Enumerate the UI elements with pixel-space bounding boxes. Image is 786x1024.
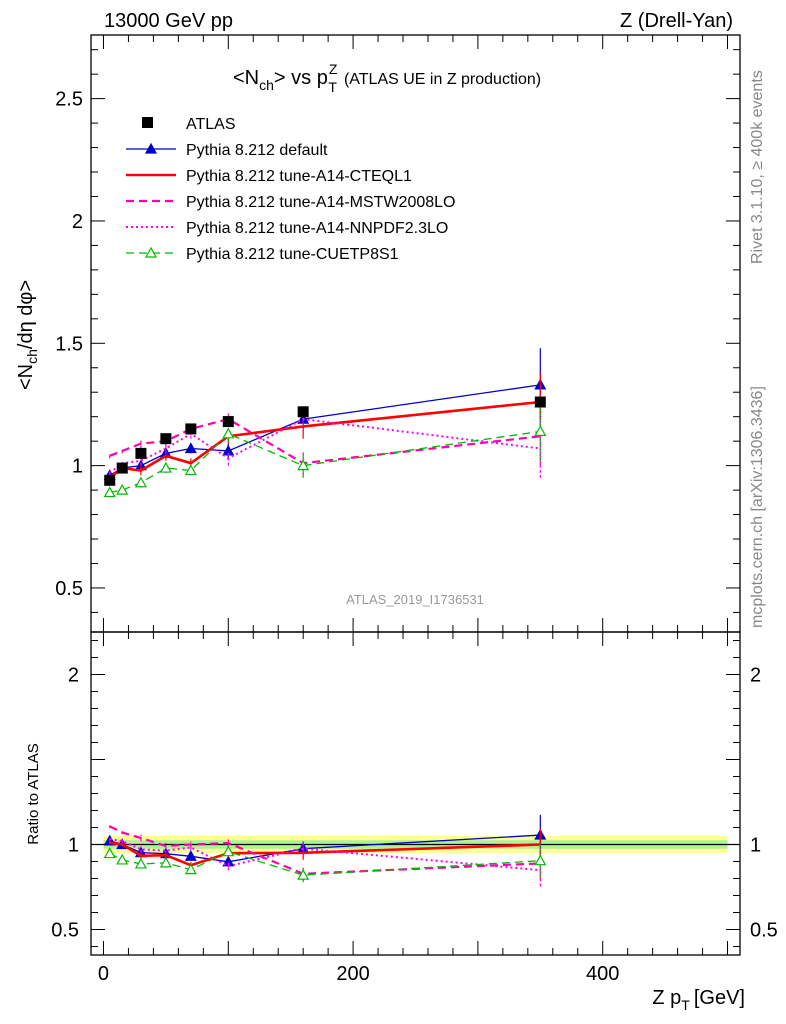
ratio-marker <box>116 853 129 865</box>
data-point <box>160 433 172 445</box>
legend: ATLAS Pythia 8.212 default Pythia 8.212 tu… <box>126 116 455 263</box>
data-point <box>534 396 546 408</box>
main-marker <box>103 486 116 498</box>
main-line-3 <box>109 418 541 474</box>
legend-label-0: Pythia 8.212 default <box>186 142 328 159</box>
data-point <box>185 423 197 435</box>
ratio-line-2 <box>109 825 541 875</box>
legend-label-atlas: ATLAS <box>186 116 236 133</box>
ratio-marker <box>297 868 310 880</box>
ratio-marker <box>222 845 235 857</box>
main-line-2 <box>109 417 541 465</box>
ratio-series-4 <box>103 844 547 883</box>
main-marker <box>116 483 129 495</box>
x-tick-label: 0 <box>98 963 109 985</box>
ratio-y-tick-label-right: 0.5 <box>750 920 778 942</box>
main-line-1 <box>108 400 541 479</box>
legend-marker-0 <box>144 142 158 154</box>
main-series-4 <box>103 402 547 498</box>
analysis-watermark: ATLAS_2019_I1736531 <box>346 592 484 607</box>
main-line-0 <box>109 384 541 476</box>
main-marker <box>184 442 197 454</box>
data-point <box>297 406 309 418</box>
ratio-line-1 <box>109 841 541 867</box>
rivet-label: Rivet 3.1.10, ≥ 400k events <box>749 70 766 264</box>
ratio-y-axis-label: Ratio to ATLAS <box>25 743 42 844</box>
ratio-marker <box>159 856 172 868</box>
legend-marker-4 <box>144 246 158 258</box>
main-line-4 <box>109 430 541 494</box>
chart-title: <Nch> vs pZ T (ATLAS UE in Z production) <box>233 61 541 95</box>
main-marker <box>297 459 310 471</box>
legend-label-3: Pythia 8.212 tune-A14-NNPDF2.3LO <box>186 220 448 237</box>
y-tick-label: 2 <box>72 211 83 233</box>
x-tick-label: 400 <box>586 963 619 985</box>
main-marker <box>534 425 547 436</box>
ratio-y-tick-label: 2 <box>68 665 79 687</box>
main-marker <box>222 427 235 439</box>
data-point <box>104 474 116 486</box>
legend-label-2: Pythia 8.212 tune-A14-MSTW2008LO <box>186 194 455 211</box>
main-marker <box>159 461 172 473</box>
ratio-marker <box>134 857 147 869</box>
legend-label-1: Pythia 8.212 tune-A14-CTEQL1 <box>186 168 412 185</box>
y-tick-label: 2.5 <box>55 89 83 111</box>
main-marker <box>184 464 197 476</box>
ratio-y-tick-label-right: 1 <box>750 835 761 857</box>
legend-label-4: Pythia 8.212 tune-CUETP8S1 <box>186 246 399 263</box>
ratio-marker <box>184 863 197 875</box>
ratio-marker <box>103 847 116 859</box>
y-tick-label: 1 <box>72 456 83 478</box>
process-label: Z (Drell-Yan) <box>620 10 733 32</box>
ratio-frame <box>90 631 741 956</box>
ratio-y-tick-label: 1 <box>68 835 79 857</box>
ratio-y-tick-label-right: 2 <box>750 665 761 687</box>
mcplots-label: mcplots.cern.ch [arXiv:1306.3436] <box>749 386 766 628</box>
ratio-marker <box>184 850 197 861</box>
main-series-1 <box>108 372 541 481</box>
ratio-line-3 <box>109 838 541 872</box>
data-point <box>222 416 234 428</box>
main-marker <box>134 476 147 488</box>
energy-label: 13000 GeV pp <box>104 10 233 32</box>
main-series-3 <box>109 406 541 478</box>
data-point <box>135 447 147 459</box>
ratio-y-tick-label: 0.5 <box>51 920 79 942</box>
x-tick-label: 200 <box>336 963 369 985</box>
data-point <box>116 462 128 474</box>
x-axis-label: Z pT [GeV] <box>652 987 745 1013</box>
y-tick-label: 1.5 <box>55 333 83 355</box>
ratio-marker <box>534 854 547 866</box>
legend-marker-atlas <box>142 117 153 128</box>
y-axis-label: <Nch/dη dφ> <box>15 280 40 390</box>
y-tick-label: 0.5 <box>55 578 83 600</box>
